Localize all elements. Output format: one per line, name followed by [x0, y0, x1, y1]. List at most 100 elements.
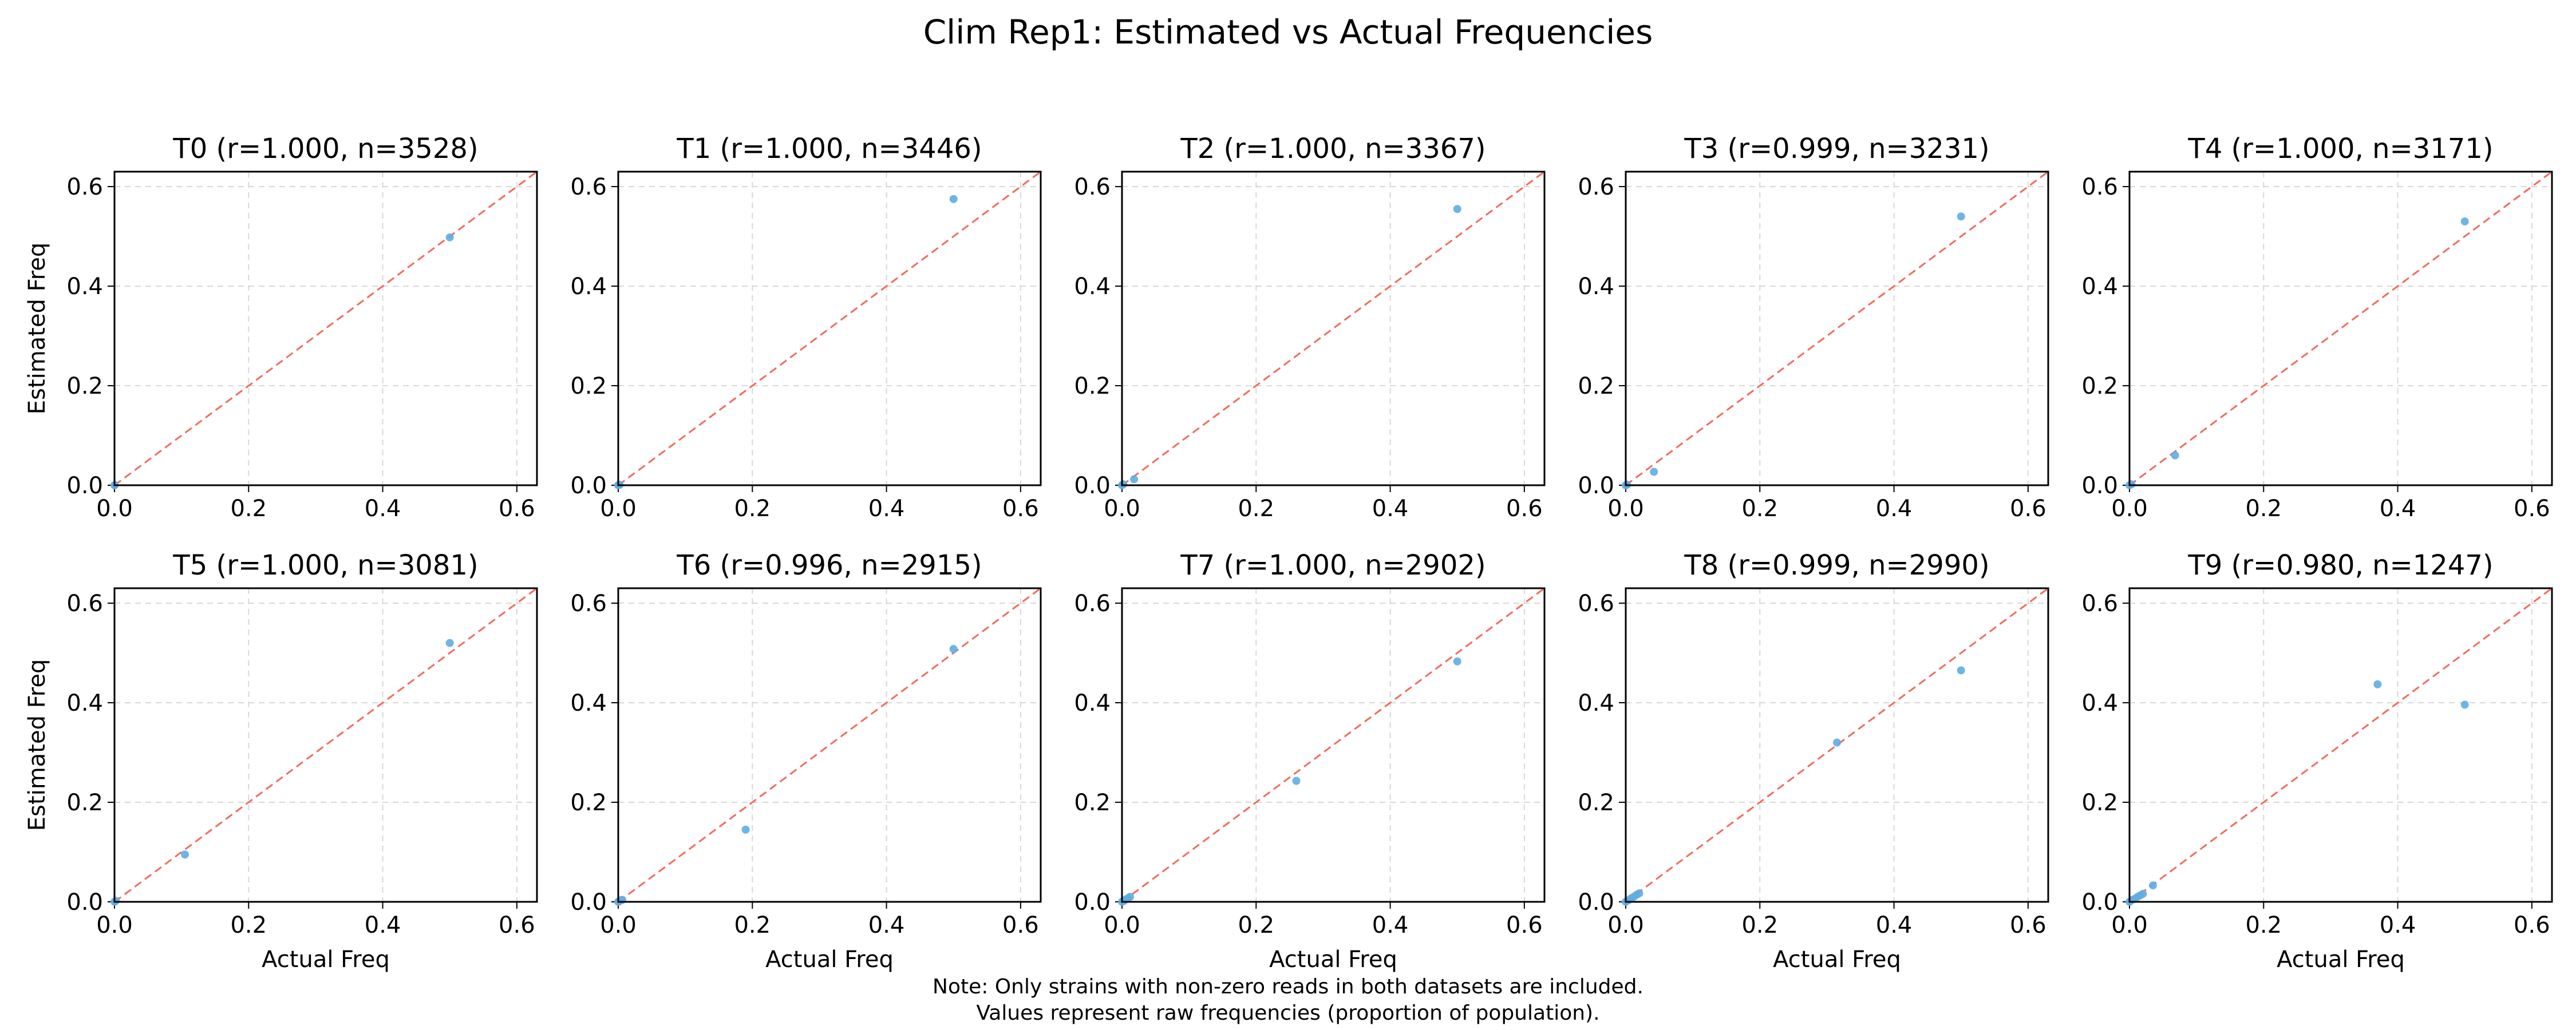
- y-tick-label: 0.4: [1578, 274, 1614, 300]
- panel-9: 0.0 0.2 0.4 0.6 0.0 0.2 0.4 0.6 T9 (r=0.980, n=1…: [2081, 549, 2553, 973]
- y-axis-label: Estimated Freq: [24, 659, 50, 831]
- figure-note: Note: Only strains with non-zero reads i…: [0, 974, 2576, 1027]
- x-tick-label: 0.6: [1506, 912, 1543, 938]
- axes-frame: [1121, 171, 1546, 486]
- y-tick-label: 0.4: [1074, 690, 1111, 716]
- x-tick-label: 0.4: [2380, 912, 2416, 938]
- x-axis-label: Actual Freq: [765, 946, 894, 973]
- y-tick-label: 0.6: [1074, 174, 1111, 200]
- y-tick-label: 0.2: [1074, 790, 1111, 816]
- x-tick-label: 0.0: [96, 496, 133, 522]
- y-tick-label: 0.2: [570, 790, 607, 816]
- x-tick-label: 0.2: [1741, 912, 1778, 938]
- x-tick-label: 0.0: [1104, 912, 1140, 938]
- y-tick-label: 0.0: [2081, 473, 2118, 499]
- y-tick-label: 0.4: [2081, 274, 2118, 300]
- x-axis-label: Actual Freq: [1269, 946, 1397, 973]
- x-tick-label: 0.4: [868, 496, 905, 522]
- y-tick-label: 0.2: [570, 373, 607, 399]
- x-tick-label: 0.6: [2514, 496, 2550, 522]
- x-tick-label: 0.2: [230, 496, 267, 522]
- x-tick-label: 0.0: [2111, 912, 2148, 938]
- data-point: [741, 825, 750, 834]
- x-tick-label: 0.6: [499, 912, 535, 938]
- data-point: [1453, 657, 1461, 665]
- y-tick-label: 0.0: [1074, 473, 1111, 499]
- data-point: [2460, 217, 2469, 225]
- identity-diagonal-line: [2129, 171, 2553, 486]
- identity-diagonal-line: [2129, 587, 2553, 903]
- panel-title: T4 (r=1.000, n=3171): [2187, 133, 2493, 165]
- y-tick-label: 0.0: [1578, 473, 1614, 499]
- data-point: [2149, 881, 2157, 890]
- identity-diagonal-line: [1121, 171, 1545, 486]
- data-point: [2373, 680, 2382, 688]
- data-point: [1833, 738, 1841, 747]
- axes-frame: [113, 171, 538, 486]
- axes-frame: [1121, 587, 1546, 903]
- x-tick-label: 0.4: [1372, 912, 1409, 938]
- panel-4: 0.0 0.2 0.4 0.6 0.0 0.2 0.4 0.6 T4 (r=1.000, n=3…: [2081, 133, 2553, 522]
- axes-frame: [617, 171, 1042, 486]
- y-tick-label: 0.6: [1578, 591, 1614, 617]
- x-tick-label: 0.2: [734, 912, 771, 938]
- y-tick-label: 0.6: [570, 174, 607, 200]
- x-tick-label: 0.4: [1372, 496, 1409, 522]
- identity-diagonal-line: [114, 171, 538, 486]
- y-tick-label: 0.6: [570, 591, 607, 617]
- y-tick-label: 0.2: [66, 790, 103, 816]
- y-tick-label: 0.6: [1578, 174, 1614, 200]
- x-tick-label: 0.2: [2245, 912, 2282, 938]
- data-point: [1119, 480, 1128, 489]
- data-point: [1126, 893, 1135, 901]
- identity-diagonal-line: [618, 171, 1041, 486]
- y-tick-label: 0.2: [1074, 373, 1111, 399]
- panel-6: 0.0 0.2 0.4 0.6 0.0 0.2 0.4 0.6 T6 (r=0.996, n=2…: [570, 549, 1042, 973]
- panel-5: 0.0 0.2 0.4 0.6 0.0 0.2 0.4 0.6 T5 (r=1.000, n=3…: [24, 549, 538, 973]
- y-tick-label: 0.2: [1578, 790, 1614, 816]
- panel-7: 0.0 0.2 0.4 0.6 0.0 0.2 0.4 0.6 T7 (r=1.000, n=2…: [1074, 549, 1546, 973]
- identity-diagonal-line: [618, 587, 1041, 903]
- x-tick-label: 0.4: [1876, 496, 1913, 522]
- x-tick-label: 0.6: [1506, 496, 1543, 522]
- x-tick-label: 0.4: [1876, 912, 1913, 938]
- axes-frame: [2128, 171, 2553, 486]
- panel-title: T6 (r=0.996, n=2915): [676, 549, 982, 581]
- y-tick-label: 0.2: [2081, 790, 2118, 816]
- data-point: [1130, 475, 1139, 484]
- y-tick-label: 0.0: [570, 889, 607, 916]
- x-tick-label: 0.0: [1607, 912, 1644, 938]
- data-point: [2139, 890, 2147, 898]
- x-tick-label: 0.4: [2380, 496, 2416, 522]
- y-tick-label: 0.4: [1578, 690, 1614, 716]
- x-tick-label: 0.0: [1104, 496, 1140, 522]
- y-tick-label: 0.0: [66, 473, 103, 499]
- identity-diagonal-line: [1121, 587, 1545, 903]
- note-line-2: Values represent raw frequencies (propor…: [976, 1001, 1600, 1025]
- panel-title: T9 (r=0.980, n=1247): [2187, 549, 2493, 581]
- data-point: [2460, 700, 2469, 709]
- y-tick-label: 0.6: [2081, 174, 2118, 200]
- panel-title: T3 (r=0.999, n=3231): [1684, 133, 1989, 165]
- data-point: [949, 195, 958, 203]
- axes-frame: [1625, 587, 2049, 903]
- y-tick-label: 0.0: [1578, 889, 1614, 916]
- panel-title: T7 (r=1.000, n=2902): [1180, 549, 1485, 581]
- y-tick-label: 0.6: [66, 174, 103, 200]
- data-point: [1635, 889, 1643, 898]
- y-tick-label: 0.6: [1074, 591, 1111, 617]
- axes-frame: [2128, 587, 2553, 903]
- panel-title: T2 (r=1.000, n=3367): [1180, 133, 1485, 165]
- panel-title: T1 (r=1.000, n=3446): [676, 133, 982, 165]
- axes-frame: [617, 587, 1042, 903]
- data-point: [1453, 205, 1461, 213]
- x-tick-label: 0.2: [1238, 496, 1274, 522]
- note-line-1: Note: Only strains with non-zero reads i…: [933, 975, 1643, 999]
- x-tick-label: 0.2: [1238, 912, 1274, 938]
- data-point: [1650, 468, 1658, 476]
- x-tick-label: 0.0: [1607, 496, 1644, 522]
- x-tick-label: 0.6: [2010, 912, 2046, 938]
- x-axis-label: Actual Freq: [262, 946, 390, 973]
- x-tick-label: 0.2: [734, 496, 771, 522]
- data-point: [949, 645, 958, 653]
